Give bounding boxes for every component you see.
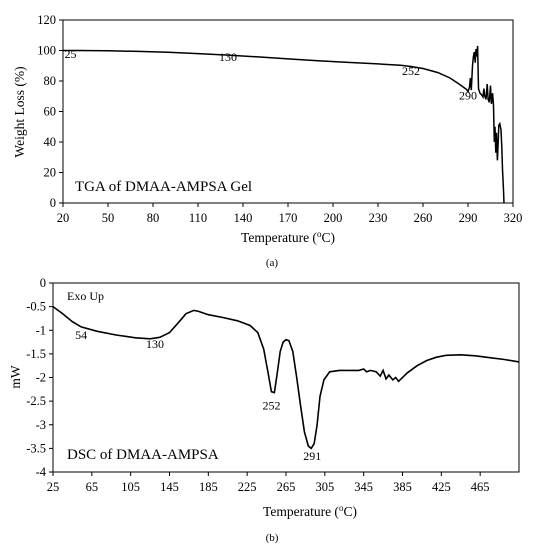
- dsc-x-tick-label: 265: [277, 480, 296, 494]
- tga-x-tick-label: 170: [279, 211, 298, 225]
- tga-annotation: 290: [459, 88, 477, 102]
- tga-x-tick-label: 200: [324, 211, 343, 225]
- tga-x-tick-label: 50: [102, 211, 115, 225]
- tga-y-tick-label: 80: [44, 74, 57, 88]
- tga-annotation: 252: [402, 64, 420, 78]
- dsc-annotations: 54 130 252 291: [75, 328, 321, 463]
- tga-y-tick-label: 60: [44, 105, 57, 119]
- dsc-y-tick-label: -1.5: [26, 347, 46, 361]
- dsc-plot-frame: [53, 283, 519, 472]
- dsc-title: DSC of DMAA-AMPSA: [67, 447, 219, 463]
- dsc-y-tick-label: -3: [36, 418, 46, 432]
- tga-x-tick-label: 260: [414, 211, 433, 225]
- tga-x-label: Temperature (oC): [241, 229, 335, 245]
- tga-y-label: Weight Loss (%): [12, 66, 27, 157]
- tga-y-tick-label: 120: [37, 13, 56, 27]
- dsc-x-tick-label: 185: [199, 480, 218, 494]
- dsc-x-tick-label: 425: [432, 480, 451, 494]
- dsc-x-tick-label: 145: [160, 480, 179, 494]
- tga-x-axis: 20 50 80 110 140 170 200 230 260 290 320: [57, 203, 523, 225]
- dsc-x-tick-label: 385: [393, 480, 412, 494]
- dsc-note: Exo Up: [67, 289, 104, 303]
- dsc-y-tick-label: -2.5: [26, 394, 46, 408]
- dsc-y-axis: 0 -0.5 -1 -1.5 -2 -2.5 -3 -3.5 -4: [26, 276, 53, 479]
- tga-x-tick-label: 80: [147, 211, 160, 225]
- dsc-y-tick-label: -2: [36, 371, 46, 385]
- tga-x-tick-label: 140: [234, 211, 253, 225]
- dsc-x-tick-label: 345: [354, 480, 373, 494]
- tga-y-tick-label: 0: [50, 196, 56, 210]
- dsc-annotation: 291: [303, 449, 321, 463]
- dsc-y-label: mW: [8, 365, 23, 389]
- dsc-y-tick-label: -3.5: [26, 441, 46, 455]
- dsc-x-tick-label: 65: [86, 480, 99, 494]
- tga-annotation: 130: [219, 50, 237, 64]
- dsc-annotation: 252: [262, 399, 280, 413]
- tga-title: TGA of DMAA-AMPSA Gel: [75, 179, 252, 195]
- tga-x-tick-label: 320: [504, 211, 523, 225]
- tga-annotation: 25: [65, 47, 77, 61]
- dsc-x-tick-label: 105: [121, 480, 140, 494]
- dsc-panel-label: (b): [266, 532, 279, 544]
- dsc-annotation: 130: [146, 337, 164, 351]
- dsc-x-label: Temperature (oC): [263, 503, 357, 519]
- tga-y-axis: 0 20 40 60 80 100 120: [37, 13, 63, 210]
- tga-x-tick-label: 230: [369, 211, 388, 225]
- tga-x-tick-label: 290: [459, 211, 478, 225]
- dsc-x-tick-label: 305: [315, 480, 334, 494]
- dsc-chart: 0-0.5-1-1.5-2-2.5-3-3.5-4 25 65 105 145 185 2…: [8, 276, 519, 544]
- dsc-x-axis: 25 65 105 145 185 225 265 305 345 385 425 465: [47, 472, 490, 494]
- tga-y-tick-label: 20: [44, 166, 57, 180]
- tga-plot-frame: [63, 20, 513, 203]
- tga-y-tick-label: 40: [44, 135, 57, 149]
- tga-annotations: 25 130 252 290: [65, 47, 478, 102]
- dsc-x-tick-label: 465: [471, 480, 490, 494]
- tga-x-tick-label: 110: [189, 211, 207, 225]
- tga-y-tick-label: 100: [37, 44, 56, 58]
- dsc-y-tick-label: 0: [40, 276, 46, 290]
- tga-x-tick-label: 20: [57, 211, 70, 225]
- dsc-y-tick-label: -0.5: [26, 300, 46, 314]
- dsc-y-tick-label: -1: [36, 323, 46, 337]
- dsc-annotation: 54: [75, 328, 87, 342]
- dsc-x-tick-label: 25: [47, 480, 60, 494]
- tga-panel-label: (a): [266, 257, 279, 269]
- dsc-x-tick-label: 225: [238, 480, 257, 494]
- dsc-y-tick-label: -4: [36, 465, 47, 479]
- dsc-curve: [53, 307, 519, 449]
